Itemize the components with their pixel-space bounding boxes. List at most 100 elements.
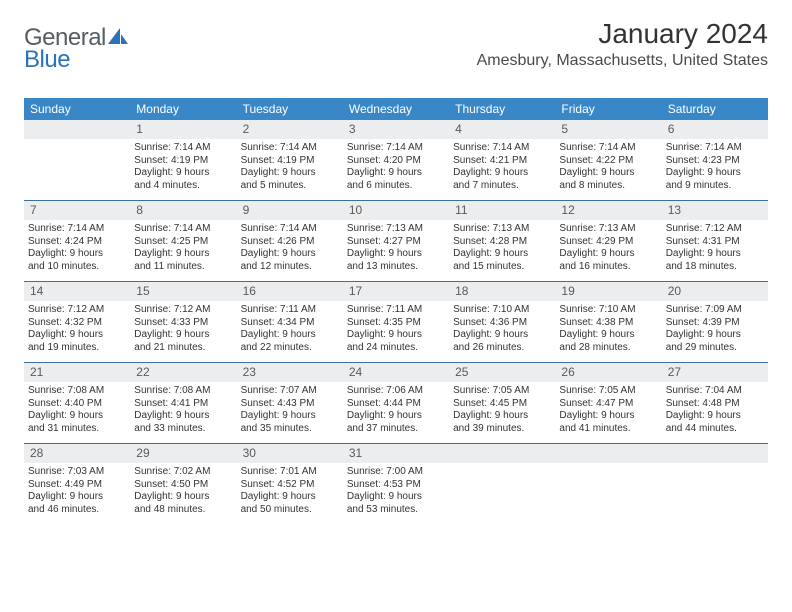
day-sunrise: Sunrise: 7:09 AM	[666, 304, 764, 317]
day-daylight1: Daylight: 9 hours	[241, 329, 339, 342]
day-daylight2: and 44 minutes.	[666, 423, 764, 436]
calendar-day	[449, 444, 555, 524]
day-daylight2: and 24 minutes.	[347, 342, 445, 355]
calendar-day: 29Sunrise: 7:02 AMSunset: 4:50 PMDayligh…	[130, 444, 236, 524]
day-number: 6	[662, 120, 768, 139]
day-sunset: Sunset: 4:52 PM	[241, 479, 339, 492]
dow-thursday: Thursday	[449, 98, 555, 120]
day-sunset: Sunset: 4:29 PM	[559, 236, 657, 249]
day-number: 2	[237, 120, 343, 139]
calendar-day: 3Sunrise: 7:14 AMSunset: 4:20 PMDaylight…	[343, 120, 449, 200]
day-daylight1: Daylight: 9 hours	[347, 410, 445, 423]
day-daylight1: Daylight: 9 hours	[28, 491, 126, 504]
day-daylight1: Daylight: 9 hours	[134, 410, 232, 423]
day-number: 21	[24, 363, 130, 382]
day-daylight2: and 4 minutes.	[134, 180, 232, 193]
day-daylight2: and 19 minutes.	[28, 342, 126, 355]
day-number: 16	[237, 282, 343, 301]
day-number: 26	[555, 363, 661, 382]
calendar-page: General January 2024 Amesbury, Massachus…	[0, 0, 792, 534]
day-daylight1: Daylight: 9 hours	[134, 329, 232, 342]
day-daylight1: Daylight: 9 hours	[666, 248, 764, 261]
day-sunset: Sunset: 4:40 PM	[28, 398, 126, 411]
day-number	[24, 120, 130, 139]
calendar-day	[662, 444, 768, 524]
day-sunrise: Sunrise: 7:14 AM	[559, 142, 657, 155]
day-sunset: Sunset: 4:49 PM	[28, 479, 126, 492]
day-number: 29	[130, 444, 236, 463]
day-sunset: Sunset: 4:22 PM	[559, 155, 657, 168]
days-of-week-header: Sunday Monday Tuesday Wednesday Thursday…	[24, 98, 768, 120]
day-number: 17	[343, 282, 449, 301]
day-daylight2: and 18 minutes.	[666, 261, 764, 274]
day-number: 23	[237, 363, 343, 382]
calendar-day: 26Sunrise: 7:05 AMSunset: 4:47 PMDayligh…	[555, 363, 661, 443]
calendar-day	[24, 120, 130, 200]
day-daylight2: and 35 minutes.	[241, 423, 339, 436]
day-daylight2: and 46 minutes.	[28, 504, 126, 517]
calendar-day: 8Sunrise: 7:14 AMSunset: 4:25 PMDaylight…	[130, 201, 236, 281]
calendar-day: 2Sunrise: 7:14 AMSunset: 4:19 PMDaylight…	[237, 120, 343, 200]
day-sunrise: Sunrise: 7:11 AM	[241, 304, 339, 317]
calendar-day: 17Sunrise: 7:11 AMSunset: 4:35 PMDayligh…	[343, 282, 449, 362]
day-daylight1: Daylight: 9 hours	[347, 491, 445, 504]
day-number: 18	[449, 282, 555, 301]
day-number: 19	[555, 282, 661, 301]
day-sunset: Sunset: 4:32 PM	[28, 317, 126, 330]
calendar-day: 15Sunrise: 7:12 AMSunset: 4:33 PMDayligh…	[130, 282, 236, 362]
day-sunrise: Sunrise: 7:08 AM	[28, 385, 126, 398]
day-sunrise: Sunrise: 7:14 AM	[347, 142, 445, 155]
day-sunset: Sunset: 4:50 PM	[134, 479, 232, 492]
day-sunrise: Sunrise: 7:14 AM	[241, 223, 339, 236]
day-daylight1: Daylight: 9 hours	[347, 167, 445, 180]
page-title: January 2024	[477, 18, 768, 50]
day-sunrise: Sunrise: 7:11 AM	[347, 304, 445, 317]
day-number: 8	[130, 201, 236, 220]
calendar-day: 18Sunrise: 7:10 AMSunset: 4:36 PMDayligh…	[449, 282, 555, 362]
day-daylight2: and 48 minutes.	[134, 504, 232, 517]
day-daylight2: and 22 minutes.	[241, 342, 339, 355]
day-number	[662, 444, 768, 463]
day-sunset: Sunset: 4:41 PM	[134, 398, 232, 411]
day-daylight1: Daylight: 9 hours	[453, 248, 551, 261]
day-daylight2: and 15 minutes.	[453, 261, 551, 274]
day-sunrise: Sunrise: 7:07 AM	[241, 385, 339, 398]
day-daylight2: and 31 minutes.	[28, 423, 126, 436]
day-daylight1: Daylight: 9 hours	[559, 167, 657, 180]
day-sunset: Sunset: 4:23 PM	[666, 155, 764, 168]
day-sunset: Sunset: 4:53 PM	[347, 479, 445, 492]
calendar-day: 7Sunrise: 7:14 AMSunset: 4:24 PMDaylight…	[24, 201, 130, 281]
calendar-day: 10Sunrise: 7:13 AMSunset: 4:27 PMDayligh…	[343, 201, 449, 281]
calendar-day	[555, 444, 661, 524]
day-daylight1: Daylight: 9 hours	[453, 329, 551, 342]
day-number: 27	[662, 363, 768, 382]
day-daylight2: and 50 minutes.	[241, 504, 339, 517]
day-number: 9	[237, 201, 343, 220]
calendar-day: 6Sunrise: 7:14 AMSunset: 4:23 PMDaylight…	[662, 120, 768, 200]
day-sunrise: Sunrise: 7:14 AM	[134, 223, 232, 236]
day-sunrise: Sunrise: 7:12 AM	[666, 223, 764, 236]
day-sunrise: Sunrise: 7:13 AM	[453, 223, 551, 236]
day-sunset: Sunset: 4:48 PM	[666, 398, 764, 411]
day-sunset: Sunset: 4:34 PM	[241, 317, 339, 330]
calendar-day: 5 Sunrise: 7:14 AMSunset: 4:22 PMDaylight…	[555, 120, 661, 200]
day-daylight2: and 8 minutes.	[559, 180, 657, 193]
calendar-day: 12Sunrise: 7:13 AMSunset: 4:29 PMDayligh…	[555, 201, 661, 281]
day-sunrise: Sunrise: 7:00 AM	[347, 466, 445, 479]
day-sunset: Sunset: 4:26 PM	[241, 236, 339, 249]
day-sunrise: Sunrise: 7:13 AM	[347, 223, 445, 236]
day-daylight1: Daylight: 9 hours	[453, 167, 551, 180]
calendar-day: 13Sunrise: 7:12 AMSunset: 4:31 PMDayligh…	[662, 201, 768, 281]
brand-word-2-wrap: Blue	[24, 46, 70, 74]
calendar-day: 1Sunrise: 7:14 AMSunset: 4:19 PMDaylight…	[130, 120, 236, 200]
day-number: 25	[449, 363, 555, 382]
day-daylight2: and 12 minutes.	[241, 261, 339, 274]
day-sunset: Sunset: 4:47 PM	[559, 398, 657, 411]
day-daylight2: and 41 minutes.	[559, 423, 657, 436]
day-daylight1: Daylight: 9 hours	[134, 248, 232, 261]
day-number: 12	[555, 201, 661, 220]
day-sunrise: Sunrise: 7:05 AM	[559, 385, 657, 398]
day-number: 5	[555, 120, 661, 139]
day-sunrise: Sunrise: 7:14 AM	[241, 142, 339, 155]
day-sunrise: Sunrise: 7:01 AM	[241, 466, 339, 479]
